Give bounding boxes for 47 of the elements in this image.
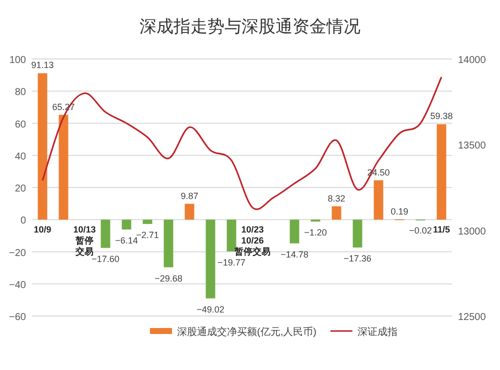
data-label: 8.32 xyxy=(328,193,346,204)
x-tick-label: 10/9 xyxy=(34,224,52,235)
bar xyxy=(206,220,216,298)
y-tick-label: 80 xyxy=(14,87,26,98)
bar xyxy=(142,220,152,224)
y2-tick-label: 13500 xyxy=(458,140,486,152)
data-label: −49.02 xyxy=(196,304,224,314)
bar xyxy=(374,180,384,220)
bar xyxy=(436,124,446,220)
bar xyxy=(100,220,110,248)
y-tick-label: −60 xyxy=(9,312,26,323)
data-label: −17.36 xyxy=(344,254,372,264)
bar xyxy=(352,220,362,248)
bar xyxy=(122,220,132,230)
data-label: 0.19 xyxy=(390,206,408,216)
chart-title: 深成指走势与深股通资金情况 xyxy=(140,17,360,36)
x-tick-label: 10/23 10/26暂停交易 xyxy=(234,224,270,257)
bar xyxy=(332,206,342,220)
data-label: 59.38 xyxy=(430,111,453,122)
data-label: −14.78 xyxy=(280,249,308,260)
y-tick-label: −20 xyxy=(9,248,26,259)
bar xyxy=(38,73,48,220)
bar xyxy=(226,220,236,252)
bar xyxy=(184,204,194,220)
y-tick-label: 100 xyxy=(9,55,26,66)
data-label: −29.68 xyxy=(154,273,182,284)
y2-tick-label: 14000 xyxy=(458,55,486,66)
x-tick-label: 11/5 xyxy=(432,224,450,235)
y2-tick-label: 12500 xyxy=(458,312,486,323)
data-label: −6.14 xyxy=(115,235,138,246)
data-label: −19.77 xyxy=(218,257,246,268)
bar xyxy=(290,220,300,244)
y-tick-label: 20 xyxy=(14,184,26,194)
y-tick-label: −40 xyxy=(9,280,26,291)
data-label: 9.87 xyxy=(180,190,198,201)
legend-label: 深证成指 xyxy=(357,326,398,338)
y-tick-label: 60 xyxy=(14,119,26,130)
data-label: −2.71 xyxy=(136,230,159,240)
bar xyxy=(58,114,68,220)
y2-tick-label: 13000 xyxy=(458,226,486,238)
legend-label: 深股通成交净买额(亿元,人民币) xyxy=(177,326,316,338)
y-tick-label: 40 xyxy=(14,151,26,162)
data-label: −0.02 xyxy=(409,226,432,236)
data-label: −1.20 xyxy=(304,228,327,238)
y-tick-label: 0 xyxy=(20,216,26,227)
bar xyxy=(164,220,174,268)
data-label: 91.13 xyxy=(31,60,54,70)
